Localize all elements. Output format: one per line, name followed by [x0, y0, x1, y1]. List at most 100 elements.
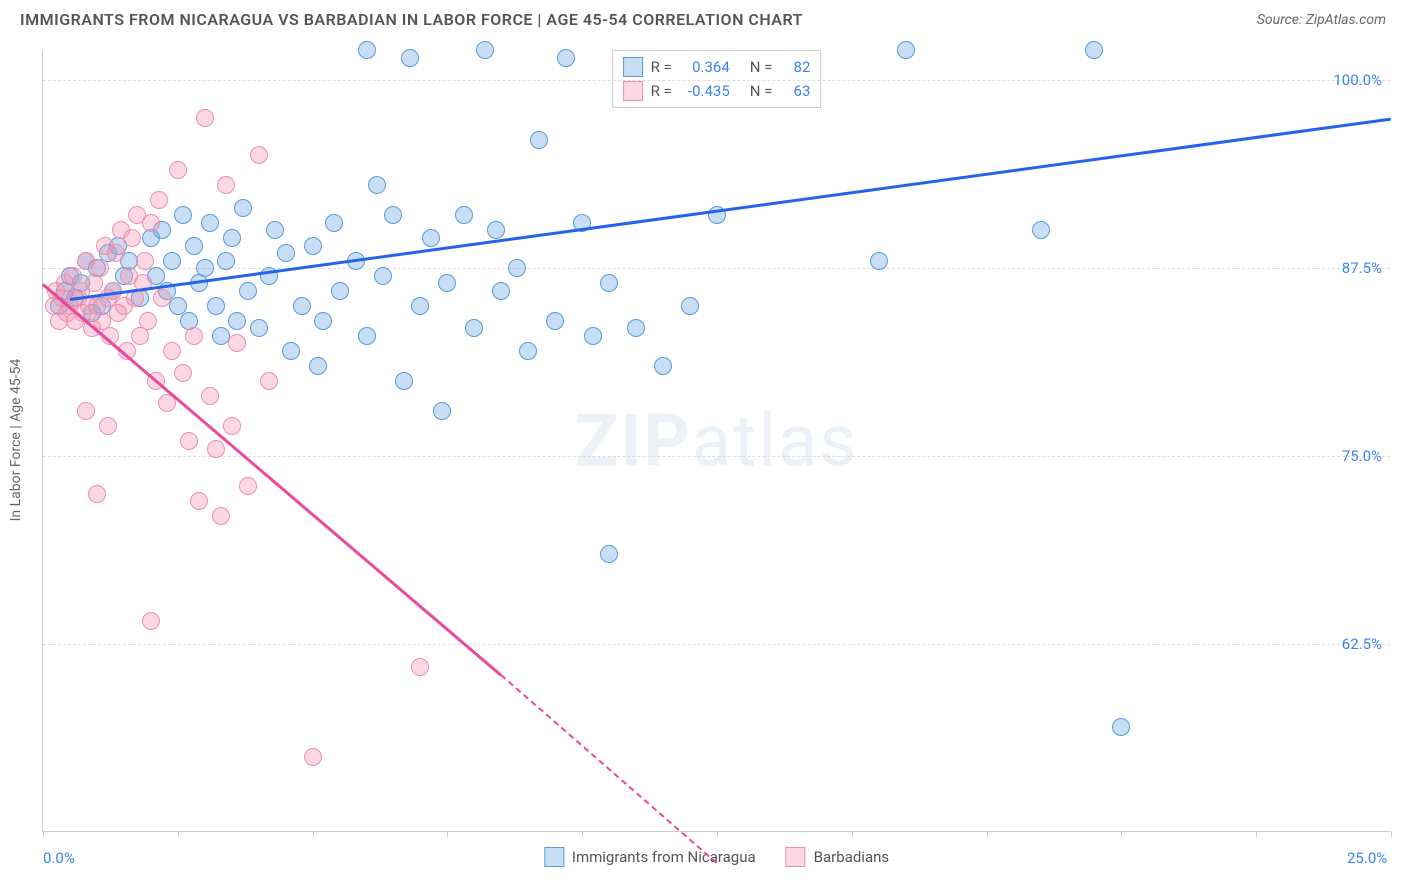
scatter-point	[77, 402, 95, 420]
scatter-point	[492, 282, 510, 300]
scatter-point	[212, 507, 230, 525]
legend-r-label: R =	[651, 82, 672, 100]
scatter-point	[870, 252, 888, 270]
scatter-point	[201, 214, 219, 232]
x-tick	[1121, 831, 1122, 837]
correlation-legend: R =0.364N =82R =-0.435N =63	[612, 50, 822, 108]
scatter-point	[487, 221, 505, 239]
scatter-point	[228, 312, 246, 330]
scatter-point	[530, 131, 548, 149]
scatter-point	[325, 214, 343, 232]
scatter-point	[196, 259, 214, 277]
scatter-point	[654, 357, 672, 375]
scatter-point	[207, 297, 225, 315]
scatter-point	[304, 748, 322, 766]
scatter-point	[163, 342, 181, 360]
source-attribution: Source: ZipAtlas.com	[1257, 12, 1386, 28]
scatter-point	[897, 41, 915, 59]
legend-n-label: N =	[750, 58, 773, 76]
scatter-point	[476, 41, 494, 59]
scatter-point	[411, 658, 429, 676]
series-legend-label: Barbadians	[814, 848, 889, 866]
scatter-point	[557, 49, 575, 67]
series-legend-item: Barbadians	[786, 847, 889, 867]
scatter-point	[600, 545, 618, 563]
trend-line	[501, 674, 718, 863]
scatter-point	[180, 432, 198, 450]
scatter-point	[1112, 718, 1130, 736]
scatter-point	[190, 492, 208, 510]
trend-line	[42, 283, 502, 676]
scatter-point	[401, 49, 419, 67]
chart-title: IMMIGRANTS FROM NICARAGUA VS BARBADIAN I…	[20, 10, 803, 29]
scatter-point	[174, 364, 192, 382]
scatter-point	[309, 357, 327, 375]
y-tick-label: 62.5%	[1342, 635, 1382, 653]
scatter-point	[217, 252, 235, 270]
scatter-point	[217, 176, 235, 194]
x-tick	[1256, 831, 1257, 837]
legend-n-value: 63	[780, 82, 810, 100]
scatter-point	[508, 259, 526, 277]
series-legend-label: Immigrants from Nicaragua	[572, 848, 756, 866]
x-tick	[582, 831, 583, 837]
x-tick	[178, 831, 179, 837]
scatter-point	[1085, 41, 1103, 59]
scatter-point	[282, 342, 300, 360]
scatter-point	[293, 297, 311, 315]
scatter-point	[395, 372, 413, 390]
y-axis-label: In Labor Force | Age 45-54	[8, 359, 24, 522]
chart-plot-area: ZIPatlas R =0.364N =82R =-0.435N =63 Imm…	[42, 50, 1390, 832]
scatter-point	[465, 319, 483, 337]
scatter-point	[681, 297, 699, 315]
scatter-point	[331, 282, 349, 300]
legend-n-value: 82	[780, 58, 810, 76]
scatter-point	[150, 191, 168, 209]
scatter-point	[250, 146, 268, 164]
scatter-point	[627, 319, 645, 337]
watermark: ZIPatlas	[575, 398, 859, 483]
x-tick	[717, 831, 718, 837]
scatter-point	[266, 221, 284, 239]
legend-r-label: R =	[651, 58, 672, 76]
legend-swatch	[623, 57, 643, 77]
x-tick	[447, 831, 448, 837]
y-tick-label: 87.5%	[1342, 259, 1382, 277]
legend-r-value: -0.435	[680, 82, 730, 100]
gridline	[43, 644, 1390, 645]
scatter-point	[455, 206, 473, 224]
scatter-point	[358, 41, 376, 59]
x-tick	[1391, 831, 1392, 837]
scatter-point	[1032, 221, 1050, 239]
scatter-point	[239, 282, 257, 300]
scatter-point	[239, 477, 257, 495]
scatter-point	[153, 289, 171, 307]
x-tick	[852, 831, 853, 837]
trend-line	[70, 118, 1391, 301]
scatter-point	[228, 334, 246, 352]
gridline	[43, 80, 1390, 81]
scatter-point	[368, 176, 386, 194]
scatter-point	[107, 244, 125, 262]
x-tick	[987, 831, 988, 837]
scatter-point	[433, 402, 451, 420]
scatter-point	[234, 199, 252, 217]
legend-swatch	[623, 81, 643, 101]
scatter-point	[304, 237, 322, 255]
scatter-point	[142, 612, 160, 630]
legend-r-value: 0.364	[680, 58, 730, 76]
x-tick-label: 0.0%	[43, 849, 75, 867]
x-tick	[313, 831, 314, 837]
scatter-point	[201, 387, 219, 405]
scatter-point	[174, 206, 192, 224]
scatter-point	[88, 485, 106, 503]
scatter-point	[185, 327, 203, 345]
scatter-point	[207, 440, 225, 458]
scatter-point	[358, 327, 376, 345]
scatter-point	[374, 267, 392, 285]
legend-row: R = 0.364 N = 82	[623, 55, 811, 79]
scatter-point	[250, 319, 268, 337]
legend-row: R =-0.435N =63	[623, 79, 811, 103]
scatter-point	[584, 327, 602, 345]
scatter-point	[139, 312, 157, 330]
